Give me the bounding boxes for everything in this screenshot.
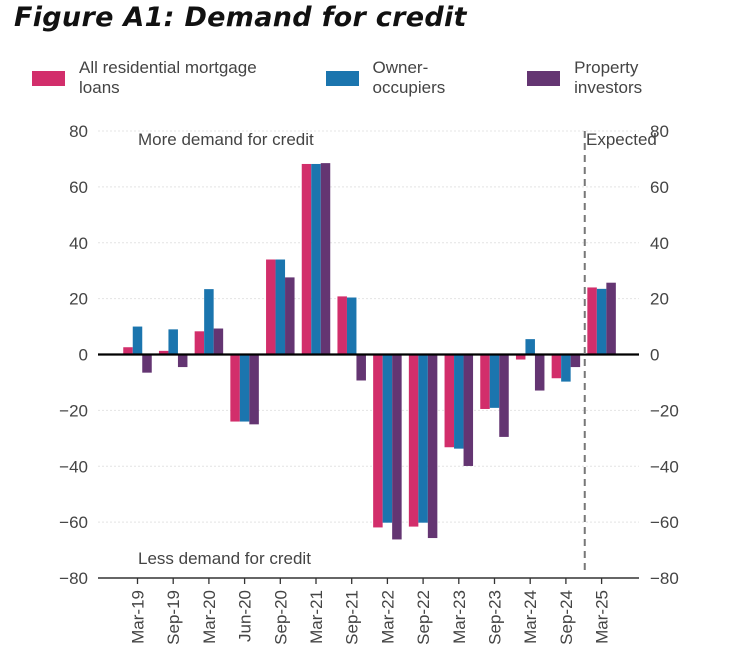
- legend-item-owner: Owner-occupiers: [325, 58, 498, 98]
- bar-owner: [561, 354, 571, 382]
- y-tick-label-left: 20: [69, 290, 88, 309]
- x-tick-label: Mar-24: [521, 590, 540, 644]
- bar-investor: [177, 354, 188, 368]
- legend-swatch-investor: [527, 70, 561, 86]
- bar-all: [301, 163, 312, 355]
- legend-item-all: All residential mortgage loans: [32, 58, 296, 98]
- y-tick-label-right: 40: [650, 234, 669, 253]
- bar-investor: [213, 328, 224, 355]
- bar-investor: [570, 354, 581, 368]
- y-tick-label-right: 60: [650, 178, 669, 197]
- y-tick-label-right: −60: [650, 513, 679, 532]
- bar-all: [587, 287, 597, 355]
- bars: [123, 163, 616, 540]
- x-tick-label: Sep-24: [557, 590, 576, 645]
- x-tick-label: Jun-20: [236, 590, 255, 642]
- bar-all: [480, 354, 490, 409]
- chart-title: Figure A1: Demand for credit: [14, 2, 467, 33]
- y-tick-label-left: 0: [79, 346, 88, 365]
- y-tick-label-right: 0: [650, 346, 659, 365]
- bar-investor: [534, 354, 545, 391]
- x-tick-label: Sep-20: [271, 590, 290, 645]
- legend-label-all: All residential mortgage loans: [79, 58, 257, 97]
- y-tick-label-left: 80: [69, 122, 88, 141]
- bar-all: [515, 354, 526, 360]
- bar-investor: [463, 354, 474, 466]
- y-tick-label-right: 20: [650, 290, 669, 309]
- y-tick-label-left: −60: [59, 513, 88, 532]
- bar-investor: [320, 163, 331, 355]
- y-tick-label-right: −20: [650, 401, 679, 420]
- bar-investor: [142, 354, 152, 373]
- legend-label-owner: Owner-occupiers: [372, 58, 446, 97]
- x-tick-label: Mar-25: [593, 590, 612, 644]
- legend-label-investor: Property investors: [574, 58, 643, 97]
- bar-owner: [132, 326, 143, 355]
- bar-owner: [275, 259, 286, 355]
- legend-swatch-owner: [325, 70, 359, 86]
- gridlines: [98, 130, 639, 523]
- bar-investor: [499, 354, 509, 437]
- y-tick-label-left: 40: [69, 234, 88, 253]
- annotation-less-demand: Less demand for credit: [138, 549, 311, 568]
- bar-all: [408, 354, 419, 527]
- bar-owner: [418, 354, 428, 523]
- x-tick-label: Sep-21: [343, 590, 362, 645]
- x-tick-label: Mar-19: [129, 590, 148, 644]
- bar-all: [230, 354, 240, 422]
- y-tick-label-left: −80: [59, 569, 88, 588]
- legend-swatch-all: [32, 70, 66, 86]
- x-tick-label: Mar-20: [200, 590, 219, 644]
- x-tick-label: Sep-22: [414, 590, 433, 645]
- y-tick-label-right: −80: [650, 569, 679, 588]
- bar-all: [123, 347, 133, 355]
- bar-all: [551, 354, 562, 379]
- y-tick-label-left: −40: [59, 457, 88, 476]
- bar-investor: [392, 354, 402, 540]
- x-tick-label: Mar-21: [307, 590, 326, 644]
- bar-owner: [525, 339, 535, 355]
- bar-all: [266, 259, 276, 355]
- bar-owner: [489, 354, 500, 408]
- legend-item-investor: Property investors: [527, 58, 707, 98]
- y-tick-label-right: 80: [650, 122, 669, 141]
- bar-owner: [168, 329, 178, 355]
- bar-all: [444, 354, 455, 448]
- bar-investor: [285, 277, 295, 355]
- y-tick-label-left: −20: [59, 401, 88, 420]
- bar-owner: [239, 354, 250, 422]
- bar-all: [373, 354, 383, 528]
- bar-all: [337, 296, 347, 355]
- annotation-more-demand: More demand for credit: [138, 130, 314, 149]
- bar-owner: [382, 354, 393, 523]
- bar-owner: [346, 297, 357, 355]
- y-tick-label-right: −40: [650, 457, 679, 476]
- x-tick-label: Sep-23: [486, 590, 505, 645]
- x-tick-label: Mar-22: [378, 590, 397, 644]
- bar-owner: [204, 289, 214, 355]
- y-tick-label-left: 60: [69, 178, 88, 197]
- bar-investor: [356, 354, 366, 381]
- bar-investor: [606, 282, 616, 355]
- bar-owner: [454, 354, 464, 449]
- legend: All residential mortgage loans Owner-occ…: [32, 58, 737, 98]
- axes: 80 80 60 60 40 40 20 20 0 0 −20 −20 −40 −40 −60 −60 −80 −…: [59, 122, 679, 645]
- x-tick-label: Sep-19: [164, 590, 183, 645]
- bar-investor: [427, 354, 438, 539]
- bar-owner: [596, 288, 607, 355]
- bar-investor: [249, 354, 259, 425]
- bar-owner: [311, 163, 321, 355]
- bar-all: [194, 331, 205, 355]
- x-tick-label: Mar-23: [450, 590, 469, 644]
- annotation-expected: Expected: [586, 130, 657, 149]
- bar-all: [158, 350, 169, 355]
